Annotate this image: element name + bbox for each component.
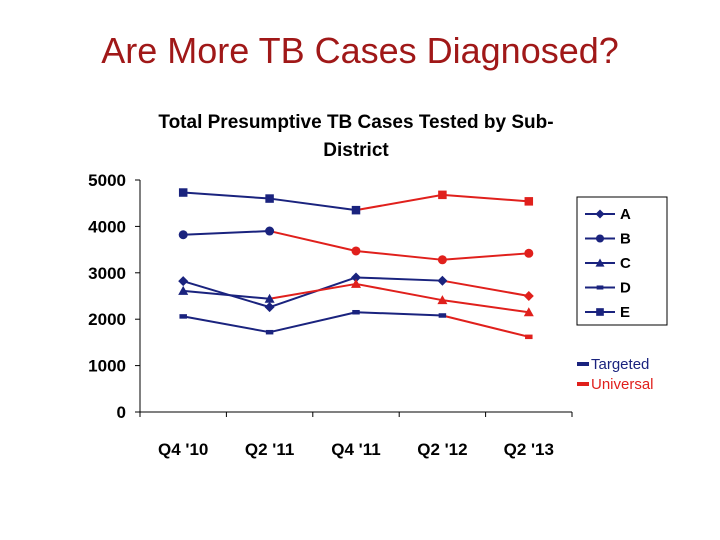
chart-title-line-1: Total Presumptive TB Cases Tested by Sub… xyxy=(158,112,553,133)
series-d-point xyxy=(525,334,533,340)
cohort-targeted-swatch xyxy=(577,362,589,366)
series-c-point xyxy=(437,295,448,305)
series-d-segment xyxy=(183,315,270,334)
chart-title-line-2: District xyxy=(323,140,389,161)
y-tick-label: 4000 xyxy=(88,217,126,236)
y-tick-label: 2000 xyxy=(88,310,126,329)
y-tick-label: 5000 xyxy=(88,171,126,190)
series-e-segment xyxy=(269,197,357,212)
series-d-point xyxy=(352,309,360,315)
series-b-segment xyxy=(183,230,270,236)
series-c-segment xyxy=(355,282,443,302)
legend-e-marker xyxy=(596,308,604,316)
series-e-point xyxy=(351,205,361,215)
series-a-point xyxy=(351,272,361,283)
series-e-point xyxy=(178,188,188,197)
legend-a-label: A xyxy=(620,206,631,223)
cohort-universal-swatch xyxy=(577,382,589,386)
series-d-point xyxy=(265,329,274,335)
series-e-point xyxy=(265,194,274,203)
x-tick-label: Q2 '11 xyxy=(245,440,294,459)
series-a-point xyxy=(523,291,534,301)
y-tick-label: 1000 xyxy=(88,357,126,376)
y-tick-label: 0 xyxy=(117,403,126,422)
series-a-point xyxy=(437,275,448,286)
series-e-segment xyxy=(355,193,443,212)
series-b-segment xyxy=(355,249,443,261)
cohort-universal-label: Universal xyxy=(591,376,654,393)
series-b-point xyxy=(351,246,361,256)
series-b-segment xyxy=(442,252,529,261)
legend-d-label: D xyxy=(620,280,631,297)
series-e-point xyxy=(438,190,447,200)
series-a-point xyxy=(178,276,189,287)
legend-d-marker xyxy=(596,285,604,290)
series-b-segment xyxy=(269,230,357,252)
series-c-segment xyxy=(442,299,529,314)
x-tick-label: Q2 '13 xyxy=(504,440,554,459)
legend-a-marker xyxy=(595,209,605,219)
y-tick-label: 3000 xyxy=(88,264,126,283)
series-c-point xyxy=(178,285,189,295)
series-d-point xyxy=(179,314,187,319)
series-c-segment xyxy=(183,289,270,300)
series-d-segment xyxy=(269,311,357,334)
series-b-point xyxy=(265,226,275,236)
legend-c-marker xyxy=(595,258,605,267)
series-c-point xyxy=(264,293,275,303)
series-a-point xyxy=(264,302,275,313)
series-d-segment xyxy=(355,311,443,317)
legend-c-label: C xyxy=(620,255,631,272)
legend-box xyxy=(576,196,668,326)
legend-e-label: E xyxy=(620,304,630,321)
series-e-segment xyxy=(183,191,270,200)
series-d-segment xyxy=(442,314,530,338)
series-b-point xyxy=(178,230,188,240)
series-c-segment xyxy=(269,282,357,300)
series-a-segment xyxy=(355,276,443,282)
series-e-point xyxy=(524,197,534,206)
series-b-point xyxy=(524,248,534,258)
series-c-point xyxy=(351,278,361,288)
x-tick-label: Q4 '11 xyxy=(331,440,380,459)
series-e-segment xyxy=(442,193,529,203)
x-tick-label: Q4 '10 xyxy=(158,440,208,459)
legend-b-marker xyxy=(595,234,605,243)
legend-b-label: B xyxy=(620,231,631,248)
series-d-point xyxy=(438,313,447,318)
series-c-point xyxy=(523,307,534,317)
series-b-point xyxy=(437,255,447,265)
series-a-segment xyxy=(442,279,529,297)
cohort-targeted-label: Targeted xyxy=(591,356,649,373)
slide-title: Are More TB Cases Diagnosed? xyxy=(101,30,619,71)
x-tick-label: Q2 '12 xyxy=(417,440,467,459)
